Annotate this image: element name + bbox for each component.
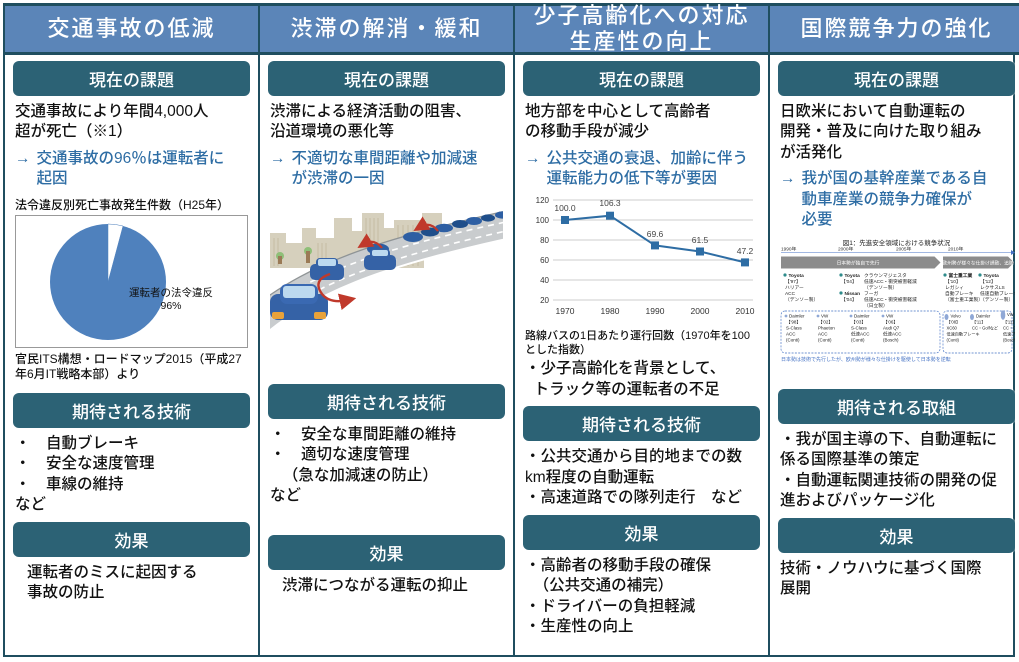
svg-text:ACC: ACC (785, 291, 796, 297)
svg-text:【'08】: 【'08】 (947, 319, 961, 324)
svg-text:【'11】: 【'11】 (972, 319, 985, 324)
svg-text:【'10】: 【'10】 (945, 279, 961, 285)
svg-text:20: 20 (540, 296, 549, 305)
svg-text:（富士重工業製）: （富士重工業製） (945, 296, 983, 303)
svg-text:（デンソー製）: （デンソー製） (864, 284, 897, 291)
svg-text:(Conti): (Conti) (818, 337, 832, 342)
svg-text:1980: 1980 (601, 306, 620, 316)
svg-text:Phaeton: Phaeton (818, 325, 835, 330)
svg-text:低速ACC: 低速ACC (883, 330, 902, 337)
svg-text:47.2: 47.2 (737, 246, 754, 256)
svg-text:S-Class: S-Class (786, 325, 803, 330)
svg-text:低速ACC・衝突被害軽減: 低速ACC・衝突被害軽減 (864, 278, 917, 285)
svg-text:低速ブレーキ: 低速ブレーキ (1003, 330, 1015, 336)
svg-text:80: 80 (540, 236, 549, 245)
svg-text:【'11】: 【'11】 (1003, 319, 1015, 324)
svg-text:40: 40 (540, 276, 549, 285)
svg-text:1990年: 1990年 (781, 245, 797, 252)
svg-text:VW: VW (886, 313, 894, 318)
svg-text:VW: VW (1007, 312, 1014, 317)
svg-text:【'03】: 【'03】 (851, 319, 866, 324)
svg-text:(Conti): (Conti) (947, 337, 960, 342)
svg-text:自動ブレーキ: 自動ブレーキ (945, 290, 974, 297)
svg-text:2010: 2010 (736, 306, 755, 316)
svg-text:Toyota: Toyota (789, 273, 805, 279)
svg-text:レクサスLS: レクサスLS (980, 285, 1005, 291)
svg-text:ACC: ACC (818, 331, 828, 336)
svg-text:【'04】: 【'04】 (841, 279, 857, 285)
svg-text:低速ACC・衝突被害軽減: 低速ACC・衝突被害軽減 (864, 296, 917, 303)
svg-text:S-Class: S-Class (851, 325, 868, 330)
svg-text:Daimler: Daimler (789, 313, 805, 318)
svg-text:【'06】: 【'06】 (883, 319, 898, 324)
svg-text:ハリアー: ハリアー (785, 285, 804, 291)
svg-text:60: 60 (540, 256, 549, 265)
svg-text:日本勢は技術で先行したが、欧州勢が様々な仕掛けを駆使して日本: 日本勢は技術で先行したが、欧州勢が様々な仕掛けを駆使して日本勢を逆転 (781, 356, 951, 363)
svg-text:(Bosch): (Bosch) (1003, 337, 1015, 342)
svg-text:100: 100 (536, 216, 550, 225)
svg-text:69.6: 69.6 (647, 229, 664, 239)
svg-text:【'04】: 【'04】 (841, 297, 857, 303)
svg-text:Volvo: Volvo (951, 313, 962, 318)
svg-text:Nissan: Nissan (845, 291, 861, 297)
svg-text:2000: 2000 (691, 306, 710, 316)
svg-text:120: 120 (536, 196, 550, 205)
svg-text:低速自動ブレーキ: 低速自動ブレーキ (980, 290, 1015, 297)
svg-text:（デンソー製）: （デンソー製） (785, 296, 818, 303)
svg-text:Toyota: Toyota (984, 273, 1000, 279)
svg-text:低速ACC: 低速ACC (851, 330, 870, 337)
svg-text:（日立製）: （日立製） (864, 302, 888, 309)
svg-text:(Conti): (Conti) (851, 337, 865, 342)
svg-text:CC・Golfなど: CC・Golfなど (972, 324, 998, 330)
svg-text:Daimler: Daimler (854, 313, 870, 318)
svg-text:【'98】: 【'98】 (786, 319, 801, 324)
svg-text:図1：先進安全領域における競争状況: 図1：先進安全領域における競争状況 (843, 238, 951, 247)
svg-text:96%: 96% (160, 300, 181, 312)
svg-text:XC60: XC60 (947, 325, 958, 330)
svg-text:2010年: 2010年 (948, 245, 964, 252)
svg-text:1990: 1990 (646, 306, 665, 316)
svg-text:（デンソー製）: （デンソー製） (980, 296, 1013, 303)
svg-text:(Bosch): (Bosch) (883, 337, 899, 342)
svg-text:Daimler: Daimler (976, 313, 991, 318)
svg-text:富士重工業: 富士重工業 (949, 272, 973, 279)
svg-text:レガシィ: レガシィ (945, 284, 964, 291)
svg-text:CC・Golfなど: CC・Golfなど (1003, 324, 1015, 330)
svg-text:【'02】: 【'02】 (818, 319, 833, 324)
svg-text:ACC: ACC (786, 331, 796, 336)
svg-text:(Conti): (Conti) (786, 337, 800, 342)
svg-text:1970: 1970 (556, 306, 575, 316)
svg-text:Audi Q7: Audi Q7 (883, 325, 900, 330)
svg-text:【'97】: 【'97】 (785, 279, 801, 285)
svg-text:VW: VW (821, 313, 829, 318)
svg-text:運転者の法令違反: 運転者の法令違反 (129, 286, 213, 299)
svg-text:Toyota: Toyota (845, 273, 861, 279)
svg-text:低速自動ブレーキ: 低速自動ブレーキ (947, 330, 980, 336)
svg-text:フーガ: フーガ (864, 290, 879, 297)
svg-text:61.5: 61.5 (692, 235, 709, 245)
svg-text:クラウンマジェスタ: クラウンマジェスタ (864, 272, 907, 279)
svg-text:【'12】: 【'12】 (980, 279, 996, 285)
svg-text:100.0: 100.0 (554, 203, 576, 213)
svg-text:106.3: 106.3 (599, 198, 621, 208)
